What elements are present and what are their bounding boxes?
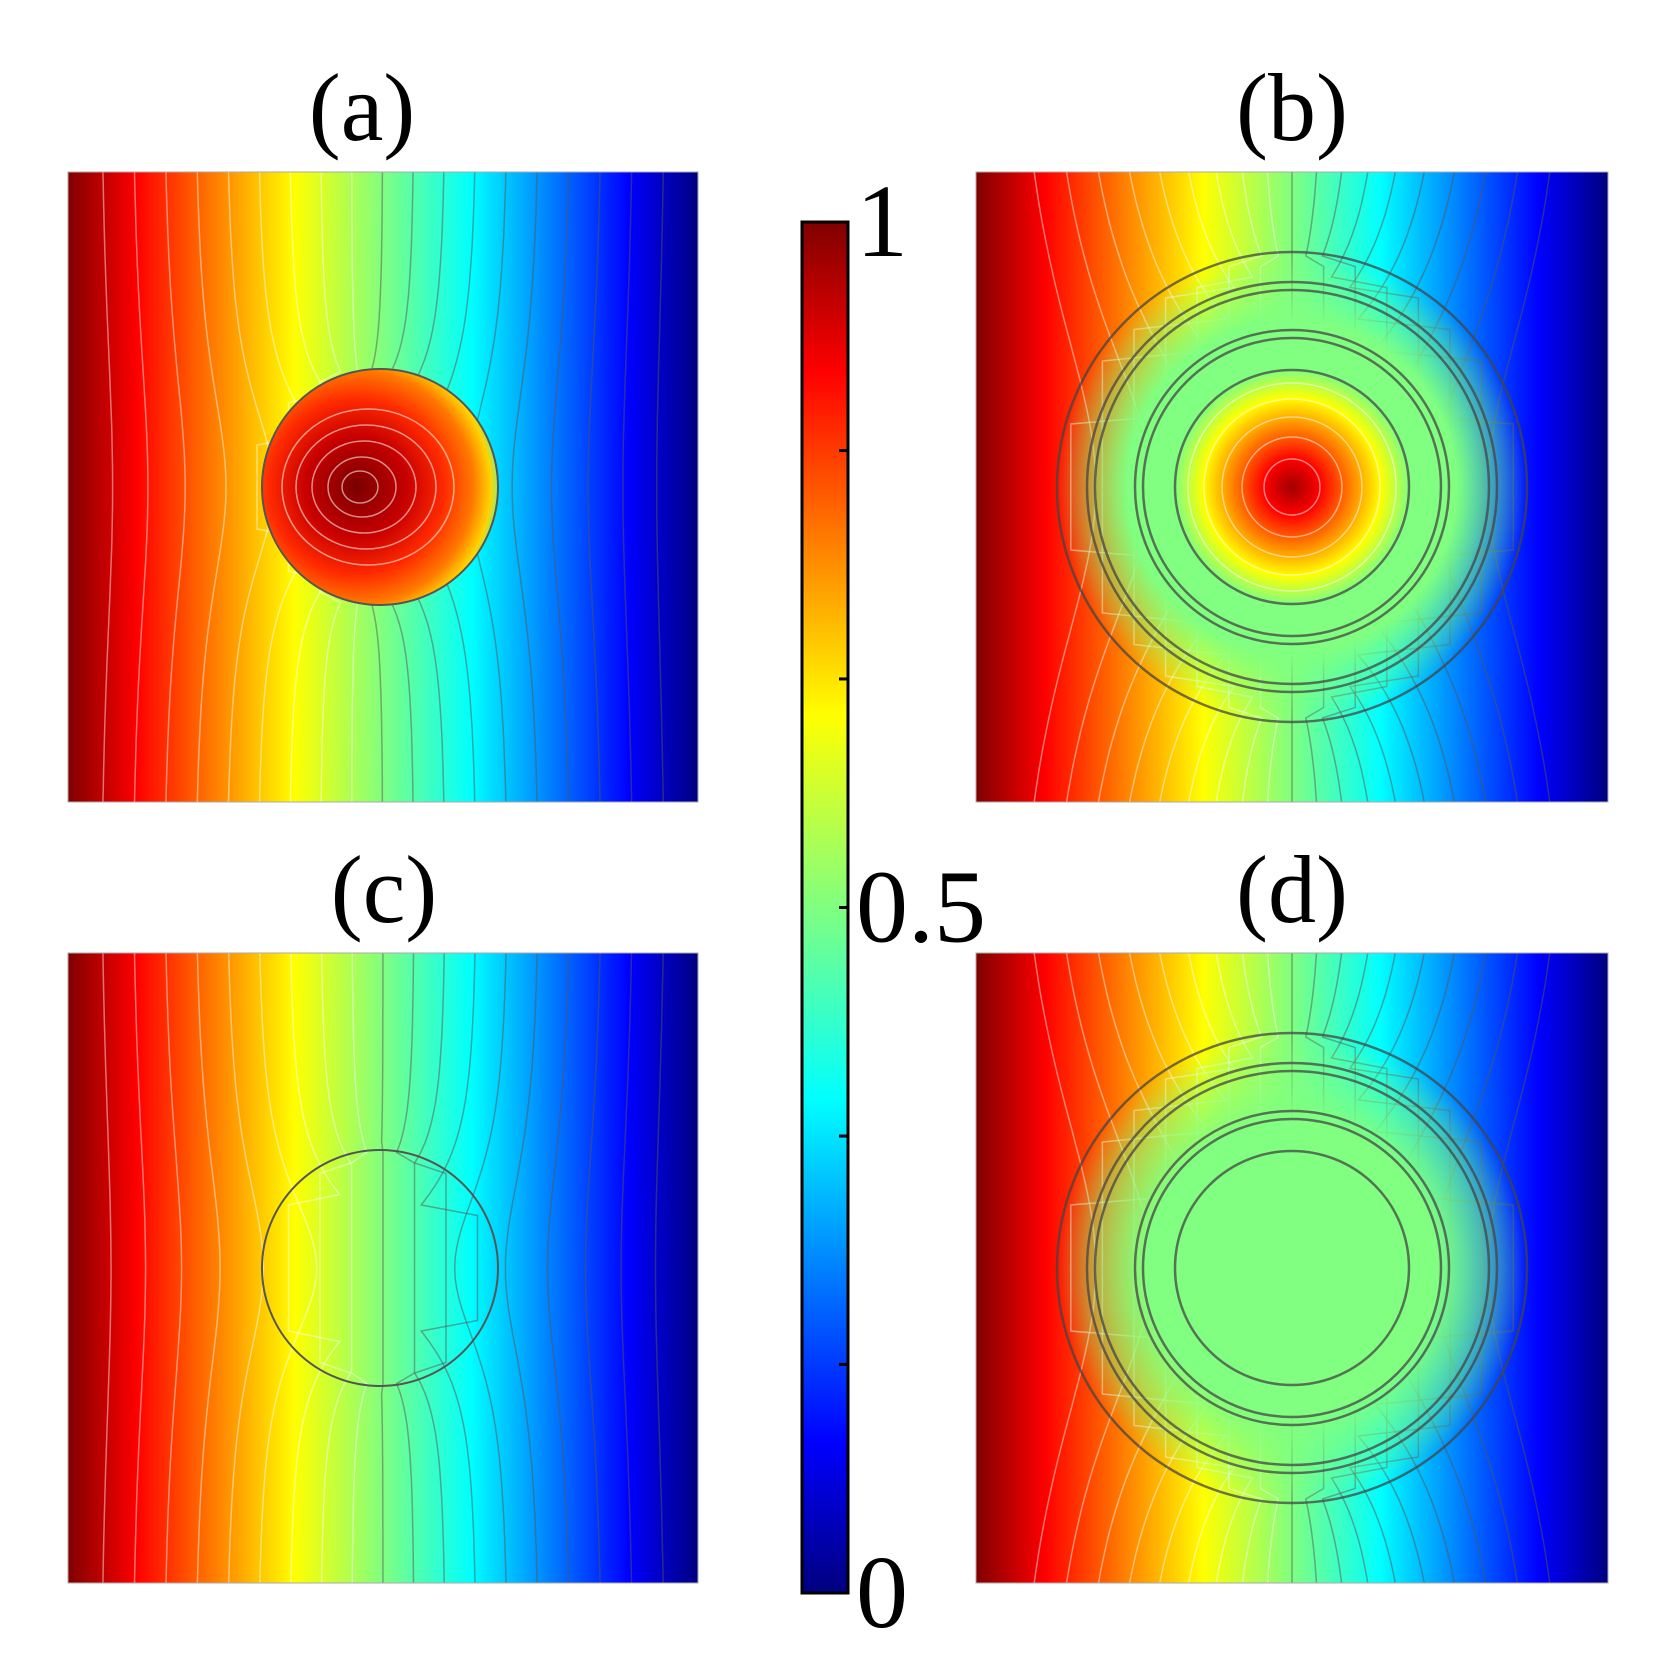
contour-line — [546, 953, 570, 1583]
contour-line — [287, 953, 341, 1583]
panel-b-title: (b) — [1236, 54, 1348, 161]
colorbar-tick-label: 1 — [856, 164, 908, 279]
panel-b — [976, 172, 1608, 802]
panel-b-shell-fill — [1057, 252, 1527, 722]
panel-d — [976, 953, 1608, 1583]
panel-a-inclusion — [261, 368, 499, 606]
colorbar-tick-label: 0 — [856, 1535, 908, 1650]
contour-line — [133, 172, 149, 802]
contour-line — [584, 953, 601, 1583]
panel-c-inclusion — [261, 1149, 499, 1387]
panel-b-shell-rings — [1055, 250, 1529, 724]
contour-line — [511, 172, 538, 802]
contour-line — [259, 953, 318, 1583]
contour-line — [319, 953, 352, 1583]
panel-c-contours — [102, 953, 664, 1583]
contour-line — [587, 172, 601, 802]
contour-line — [413, 953, 447, 1583]
contour-line — [196, 953, 221, 1583]
panel-d-shell-rings — [1055, 1031, 1529, 1505]
colorbar: 00.51 — [800, 164, 986, 1650]
colorbar-tick-label: 0.5 — [856, 850, 986, 965]
contour-line — [504, 953, 538, 1583]
panel-c-title: (c) — [331, 836, 438, 943]
contour-line — [133, 953, 147, 1583]
panel-d-shell-fill — [1057, 1033, 1527, 1503]
contour-line — [395, 953, 416, 1583]
panel-c — [68, 953, 698, 1583]
contour-line — [102, 172, 114, 802]
contour-line — [622, 172, 633, 802]
contour-line — [620, 953, 633, 1583]
contour-line — [165, 172, 186, 802]
colorbar-ticks — [839, 220, 848, 1595]
panel-a-core-contours — [281, 408, 455, 566]
contour-line — [165, 953, 183, 1583]
contour-line — [656, 172, 664, 802]
contour-line — [419, 953, 479, 1583]
colorbar-tick-labels: 00.51 — [856, 164, 986, 1650]
contour-line — [196, 172, 227, 802]
contour-line — [380, 953, 384, 1583]
contour-line — [256, 172, 317, 802]
contour-line — [102, 953, 112, 1583]
panel-d-title: (d) — [1236, 836, 1348, 943]
panel-b-core-contours — [1187, 382, 1397, 592]
contour-line — [654, 953, 664, 1583]
contour-line — [550, 172, 570, 802]
panel-a — [68, 172, 698, 802]
contour-line — [227, 953, 265, 1583]
panel-a-title: (a) — [309, 54, 416, 161]
contour-line — [350, 953, 368, 1583]
contour-line — [453, 953, 507, 1583]
